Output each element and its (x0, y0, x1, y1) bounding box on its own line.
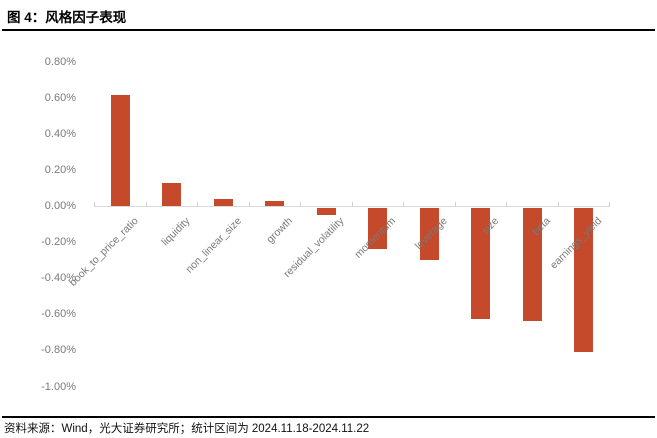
x-axis-category-label: liquidity (158, 215, 193, 249)
y-axis-tick-label: -0.40% (41, 272, 76, 285)
y-axis-tick-label: 0.80% (44, 55, 76, 68)
x-axis-tick (197, 201, 198, 207)
y-axis-tick-label: 0.00% (44, 200, 76, 212)
title-divider (2, 29, 655, 31)
bar-growth (265, 201, 285, 207)
x-axis-tick (351, 201, 353, 207)
x-axis-tick (145, 201, 147, 207)
bar-earnings_yield (574, 207, 594, 352)
x-axis-tick (609, 201, 610, 207)
bar-non_linear_size (213, 199, 233, 207)
x-axis-tick (506, 201, 507, 207)
y-axis-tick-label: 0.60% (44, 91, 76, 104)
bar-leverage (419, 207, 439, 260)
bar-beta (522, 207, 542, 322)
y-axis-tick-label: -0.20% (41, 236, 76, 249)
y-axis-tick-label: -0.60% (41, 308, 76, 321)
figure-title: 图 4：风格因子表现 (7, 10, 127, 25)
x-axis-tick (94, 201, 95, 207)
footer-divider (2, 416, 655, 418)
y-axis-tick-label: 0.40% (44, 127, 76, 140)
x-axis-tick (300, 201, 301, 207)
source-note: 资料来源：Wind，光大证券研究所；统计区间为 2024.11.18-2024.… (4, 423, 370, 435)
x-axis-tick (248, 201, 250, 207)
x-axis-category-label: book_to_price_ratio (67, 215, 141, 289)
x-axis-tick (454, 201, 456, 207)
x-axis-tick (403, 201, 404, 207)
bar-size (471, 207, 491, 320)
x-axis-tick (557, 201, 559, 207)
bar-momentum (368, 207, 388, 249)
y-axis-tick-label: -0.80% (41, 344, 76, 357)
y-axis-tick-label: -1.00% (41, 380, 76, 393)
bar-residual_volatility (316, 207, 336, 215)
x-axis-category-label: growth (264, 215, 296, 246)
bar-book_to_price_ratio (110, 94, 130, 207)
bar-liquidity (162, 183, 182, 207)
y-axis-tick-label: 0.20% (44, 163, 76, 176)
